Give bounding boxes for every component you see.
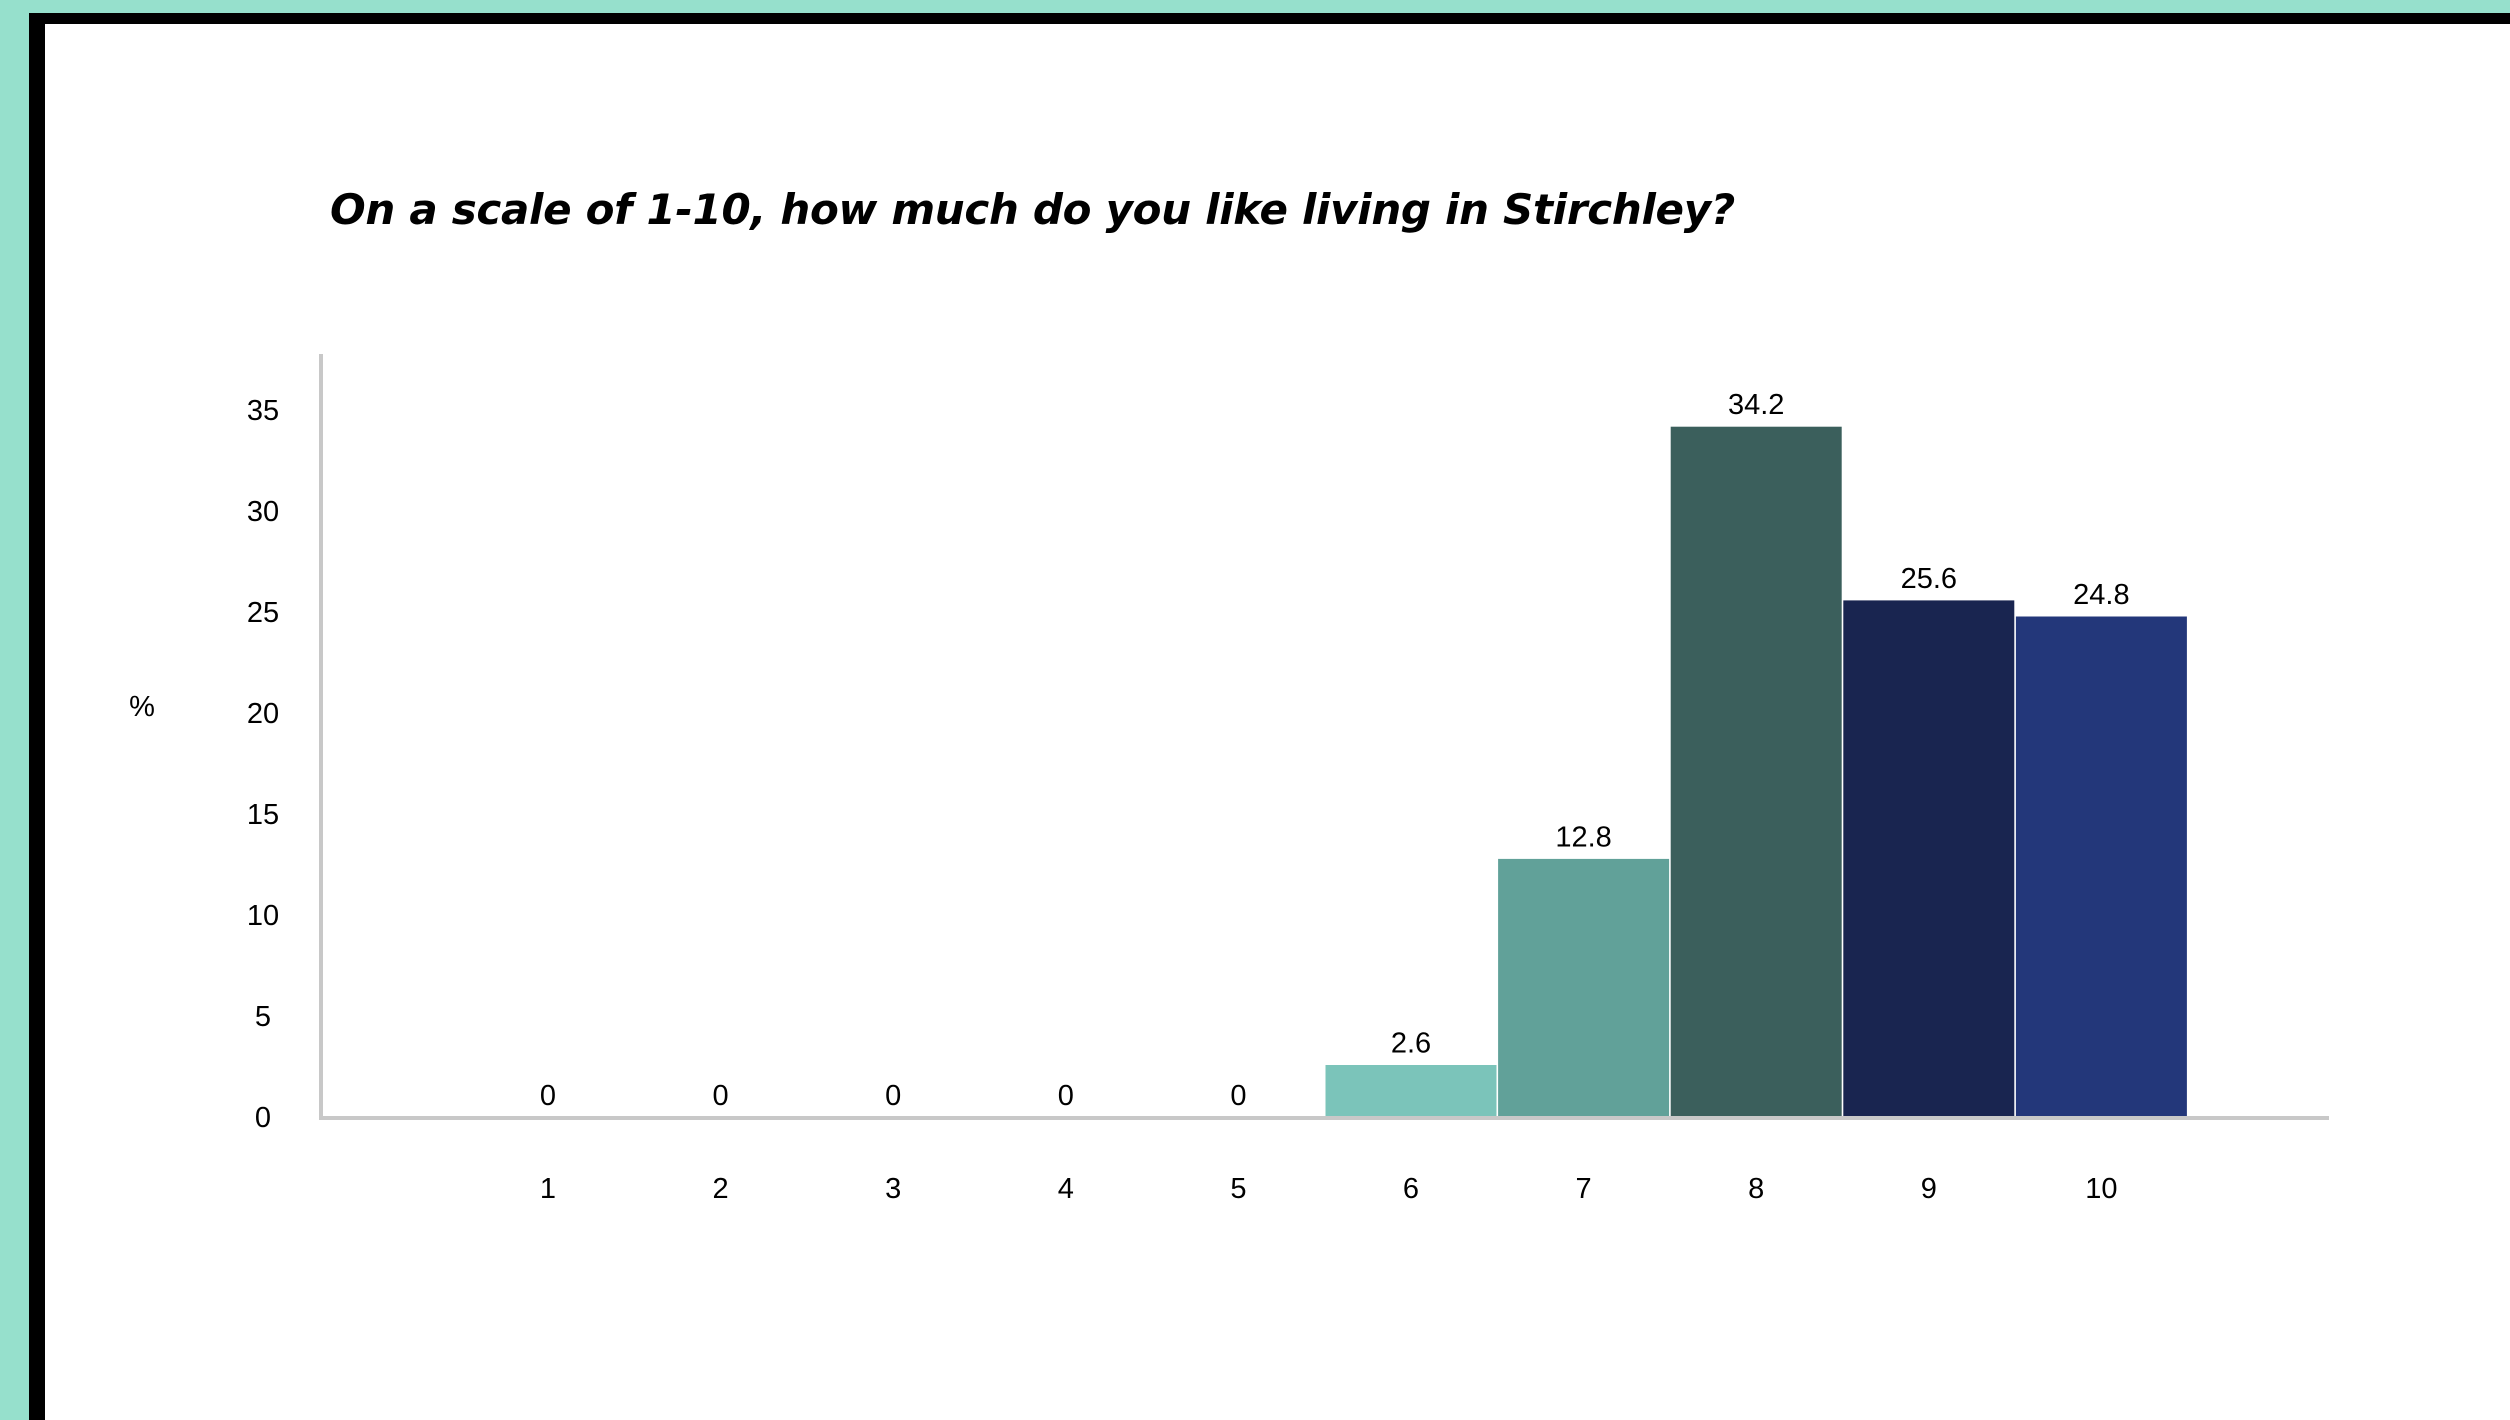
data-label: 25.6: [1901, 563, 1957, 595]
x-tick-label: 4: [1058, 1173, 1074, 1205]
chart-panel: On a scale of 1-10, how much do you like…: [45, 24, 2510, 1420]
bar-6: [1324, 1064, 1498, 1118]
data-label: 2.6: [1391, 1028, 1431, 1060]
chart-title: On a scale of 1-10, how much do you like…: [330, 185, 1735, 234]
y-tick-label: 15: [247, 799, 279, 831]
data-label: 24.8: [2073, 579, 2129, 611]
bars-layer: [1324, 425, 2188, 1118]
bar-9: [1842, 599, 2016, 1118]
data-label: 0: [540, 1080, 556, 1112]
chart-frame: On a scale of 1-10, how much do you like…: [29, 13, 2510, 1420]
y-tick-label: 30: [247, 496, 279, 528]
data-label: 12.8: [1555, 821, 1611, 853]
x-tick-label: 6: [1403, 1173, 1419, 1205]
bar-8: [1669, 425, 1843, 1118]
data-label: 0: [1058, 1080, 1074, 1112]
y-tick-label: 20: [247, 698, 279, 730]
data-label: 34.2: [1728, 389, 1784, 421]
data-label: 0: [885, 1080, 901, 1112]
y-tick-label: 0: [255, 1102, 271, 1134]
bar-10: [2014, 615, 2188, 1118]
bar-7: [1497, 857, 1671, 1118]
y-tick-label: 35: [247, 395, 279, 427]
y-axis-title: %: [129, 691, 155, 723]
x-tick-label: 3: [885, 1173, 901, 1205]
x-tick-label: 5: [1230, 1173, 1246, 1205]
y-tick-label: 5: [255, 1001, 271, 1033]
chart-plot: 0 5 10 15 20 25 30 35 1 2 3 4 5 6 7 8 9 10 0 0 0 0 0 2.6 12.8 34.…: [129, 354, 2329, 1205]
y-tick-label: 10: [247, 900, 279, 932]
x-tick-label: 10: [2085, 1173, 2117, 1205]
y-tick-label: 25: [247, 597, 279, 629]
x-tick-label: 8: [1748, 1173, 1764, 1205]
x-tick-label: 2: [713, 1173, 729, 1205]
data-label: 0: [713, 1080, 729, 1112]
x-tick-label: 1: [540, 1173, 556, 1205]
x-tick-label: 9: [1921, 1173, 1937, 1205]
labels-layer: 0 5 10 15 20 25 30 35 1 2 3 4 5 6 7 8 9 10 0 0 0 0 0 2.6 12.8 34.…: [247, 389, 2130, 1205]
axes-layer: [319, 354, 2329, 1120]
x-tick-label: 7: [1576, 1173, 1592, 1205]
data-label: 0: [1230, 1080, 1246, 1112]
